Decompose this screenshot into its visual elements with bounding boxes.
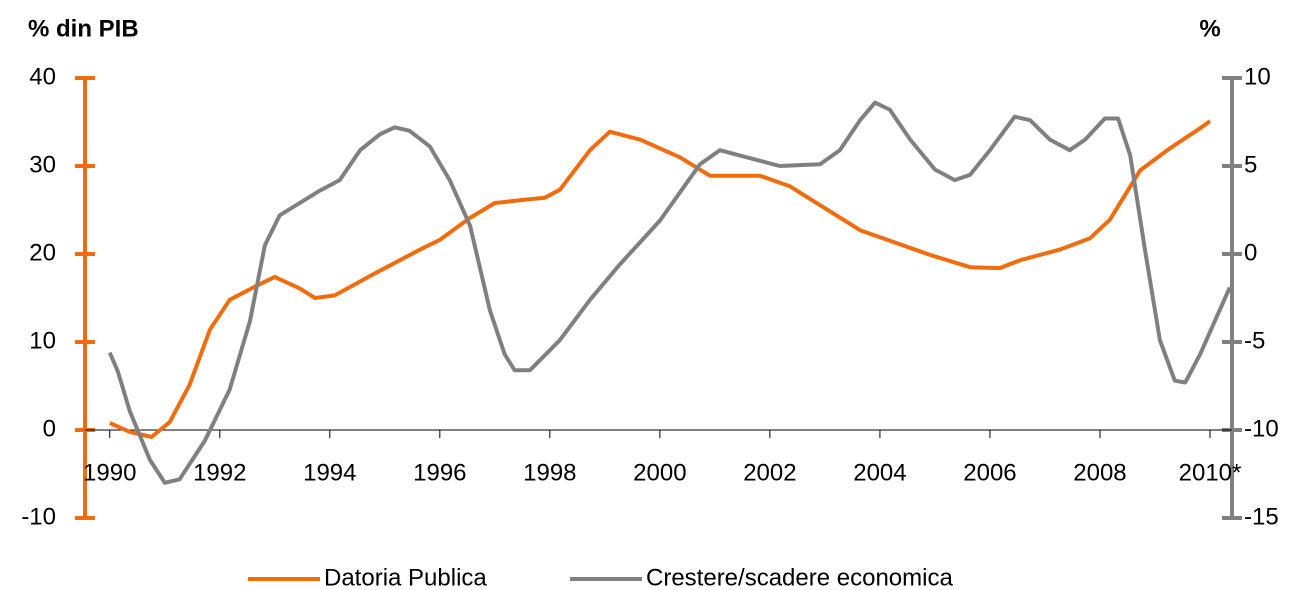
y-tick-label: 10 — [29, 327, 56, 354]
x-tick-label: 1990 — [83, 459, 136, 486]
y-tick-label: -10 — [21, 503, 56, 530]
x-tick-label: 1992 — [193, 459, 246, 486]
y2-tick-label: -10 — [1244, 415, 1279, 442]
x-tick-label: 2004 — [853, 459, 906, 486]
y-axis-title: % din PIB — [28, 15, 139, 42]
x-tick-label: 1994 — [303, 459, 356, 486]
x-tick-label: 2006 — [963, 459, 1016, 486]
series-line — [107, 100, 1232, 485]
y-tick-label: 0 — [43, 415, 56, 442]
x-tick-label: 2008 — [1073, 459, 1126, 486]
y2-tick-label: 10 — [1244, 63, 1271, 90]
legend-label: Crestere/scadere economica — [646, 564, 953, 590]
y-tick-label: 40 — [29, 63, 56, 90]
x-tick-label: 2010* — [1179, 459, 1242, 486]
y-tick-label: 20 — [29, 239, 56, 266]
y2-tick-label: 0 — [1244, 239, 1257, 266]
y2-tick-label: 5 — [1244, 151, 1257, 178]
y-tick-label: 30 — [29, 151, 56, 178]
x-tick-label: 2002 — [743, 459, 796, 486]
y2-axis-title: % — [1199, 15, 1220, 42]
legend-label: Datoria Publica — [324, 564, 487, 590]
x-tick-label: 2000 — [633, 459, 686, 486]
y2-tick-label: -5 — [1244, 327, 1265, 354]
x-tick-label: 1998 — [523, 459, 576, 486]
series-line — [108, 119, 1212, 439]
x-tick-label: 1996 — [413, 459, 466, 486]
y2-tick-label: -15 — [1244, 503, 1279, 530]
